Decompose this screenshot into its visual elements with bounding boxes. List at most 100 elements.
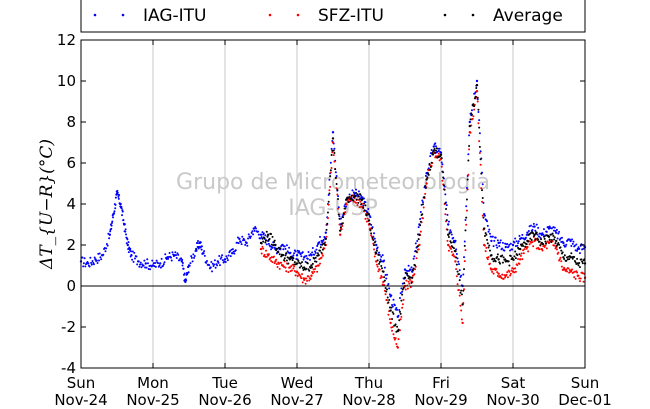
data-point-interp: [344, 211, 347, 214]
data-point-interp: [524, 236, 527, 239]
data-point: [317, 264, 320, 267]
data-point-interp: [486, 224, 489, 227]
data-point-interp: [427, 173, 430, 176]
data-point-interp: [308, 254, 311, 257]
data-point-interp: [395, 306, 398, 309]
data-point-interp: [379, 260, 382, 263]
data-point-interp: [488, 262, 491, 265]
data-point-interp: [304, 282, 307, 285]
data-point-interp: [395, 343, 398, 346]
data-point-interp: [426, 176, 429, 179]
data-point-interp: [116, 191, 119, 194]
data-point-interp: [278, 267, 281, 270]
data-point-interp: [175, 257, 178, 260]
data-point-interp: [360, 203, 363, 206]
data-point-interp: [496, 246, 499, 249]
data-point-interp: [111, 220, 114, 223]
series-iag-itu: [79, 79, 587, 318]
data-point-interp: [415, 257, 418, 260]
data-point-interp: [394, 337, 397, 340]
data-point-interp: [441, 163, 444, 166]
data-point-interp: [481, 200, 484, 203]
data-point-interp: [321, 248, 324, 251]
data-point-interp: [501, 273, 504, 276]
data-point-interp: [284, 254, 287, 257]
data-point-interp: [168, 252, 171, 255]
data-point-interp: [514, 270, 517, 273]
data-point-interp: [429, 166, 432, 169]
data-point-interp: [203, 250, 206, 253]
data-point-interp: [355, 191, 358, 194]
data-point-interp: [321, 254, 324, 257]
data-point: [245, 241, 248, 245]
legend: IAG-ITU SFZ-ITU Average: [93, 6, 563, 26]
data-point-interp: [117, 197, 120, 200]
data-point-interp: [438, 159, 441, 162]
data-point-interp: [326, 211, 329, 214]
data-point-interp: [441, 170, 444, 173]
data-point-interp: [462, 273, 465, 276]
data-point-interp: [445, 208, 448, 211]
data-point-interp: [509, 272, 512, 275]
y-tick-label: -2: [61, 318, 76, 336]
data-point-interp: [459, 291, 462, 294]
data-point-interp: [413, 255, 416, 258]
data-point-interp: [260, 242, 263, 245]
data-point-interp: [290, 269, 293, 272]
data-point-interp: [82, 265, 85, 268]
data-point-interp: [139, 261, 142, 264]
data-point-interp: [120, 205, 123, 208]
data-point: [519, 258, 522, 261]
data-point: [108, 233, 112, 236]
data-point-interp: [478, 145, 481, 148]
data-point-interp: [506, 243, 509, 246]
data-point-interp: [417, 238, 420, 241]
series-average: [259, 83, 587, 333]
data-point-interp: [444, 202, 447, 205]
data-point-interp: [372, 239, 375, 242]
data-point-interp: [531, 241, 534, 244]
data-point-interp: [143, 259, 146, 262]
data-point-interp: [300, 255, 303, 258]
data-point-interp: [463, 256, 466, 259]
data-point-interp: [486, 258, 489, 261]
data-point-interp: [481, 214, 484, 217]
data-point-interp: [364, 217, 367, 220]
data-point-interp: [326, 217, 329, 220]
data-point-interp: [401, 290, 404, 293]
data-point: [267, 233, 270, 236]
data-point-interp: [174, 251, 177, 254]
data-point-interp: [537, 226, 540, 229]
data-point-interp: [440, 161, 443, 164]
data-point-interp: [271, 235, 274, 238]
data-point-interp: [366, 217, 369, 220]
data-point-interp: [126, 238, 129, 241]
data-point-interp: [444, 193, 447, 196]
data-point-interp: [466, 178, 469, 181]
plot-area: [81, 40, 585, 368]
data-point-interp: [297, 272, 300, 275]
data-point-interp: [162, 263, 165, 266]
data-points: [79, 79, 587, 349]
data-point-interp: [359, 200, 362, 203]
data-point-interp: [553, 236, 556, 239]
data-point-interp: [477, 108, 480, 111]
data-point-interp: [442, 184, 445, 187]
data-point: [324, 231, 327, 234]
data-point-interp: [518, 262, 521, 265]
data-point-interp: [290, 265, 293, 268]
data-point-interp: [332, 154, 335, 157]
data-point-interp: [210, 261, 213, 264]
data-point-interp: [477, 111, 480, 114]
data-point-interp: [481, 197, 484, 200]
data-point-interp: [329, 185, 332, 188]
data-point-interp: [414, 242, 417, 245]
data-point-interp: [334, 168, 337, 171]
data-point-interp: [459, 304, 462, 307]
data-point-interp: [560, 265, 563, 268]
data-point-interp: [560, 260, 563, 263]
data-point: [195, 247, 198, 251]
data-point-interp: [337, 213, 340, 216]
data-point-interp: [342, 212, 345, 215]
data-point-interp: [375, 249, 378, 252]
